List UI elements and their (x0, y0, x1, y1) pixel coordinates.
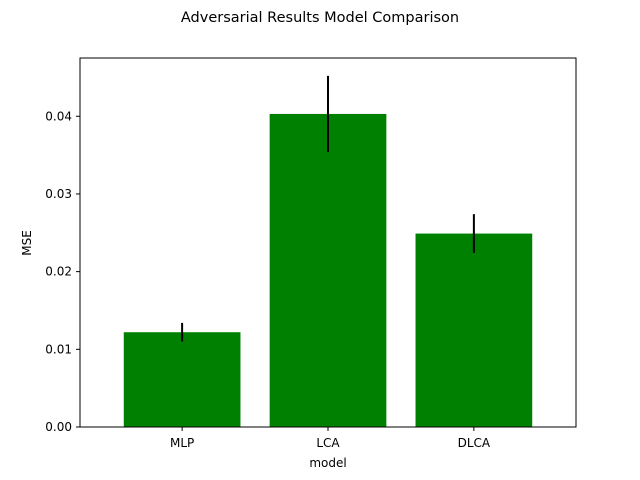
y-axis-ticks: 0.00 0.01 0.02 0.03 0.04 (45, 109, 80, 434)
x-tick-label: MLP (170, 436, 194, 450)
x-axis-label: model (309, 456, 346, 470)
y-tick-label: 0.02 (45, 265, 72, 279)
bars-layer (123, 113, 533, 428)
bar (123, 332, 241, 427)
y-tick-label: 0.01 (45, 342, 72, 356)
x-tick-label: LCA (316, 436, 340, 450)
y-tick-label: 0.04 (45, 109, 72, 123)
x-tick-label: DLCA (458, 436, 491, 450)
bar (269, 113, 387, 428)
chart-title: Adversarial Results Model Comparison (181, 10, 459, 26)
x-axis-ticks: MLP LCA DLCA (170, 427, 491, 450)
bar (415, 233, 533, 427)
y-tick-label: 0.03 (45, 187, 72, 201)
error-bars-layer (181, 75, 475, 342)
y-tick-label: 0.00 (45, 420, 72, 434)
y-axis-label: MSE (20, 230, 34, 256)
